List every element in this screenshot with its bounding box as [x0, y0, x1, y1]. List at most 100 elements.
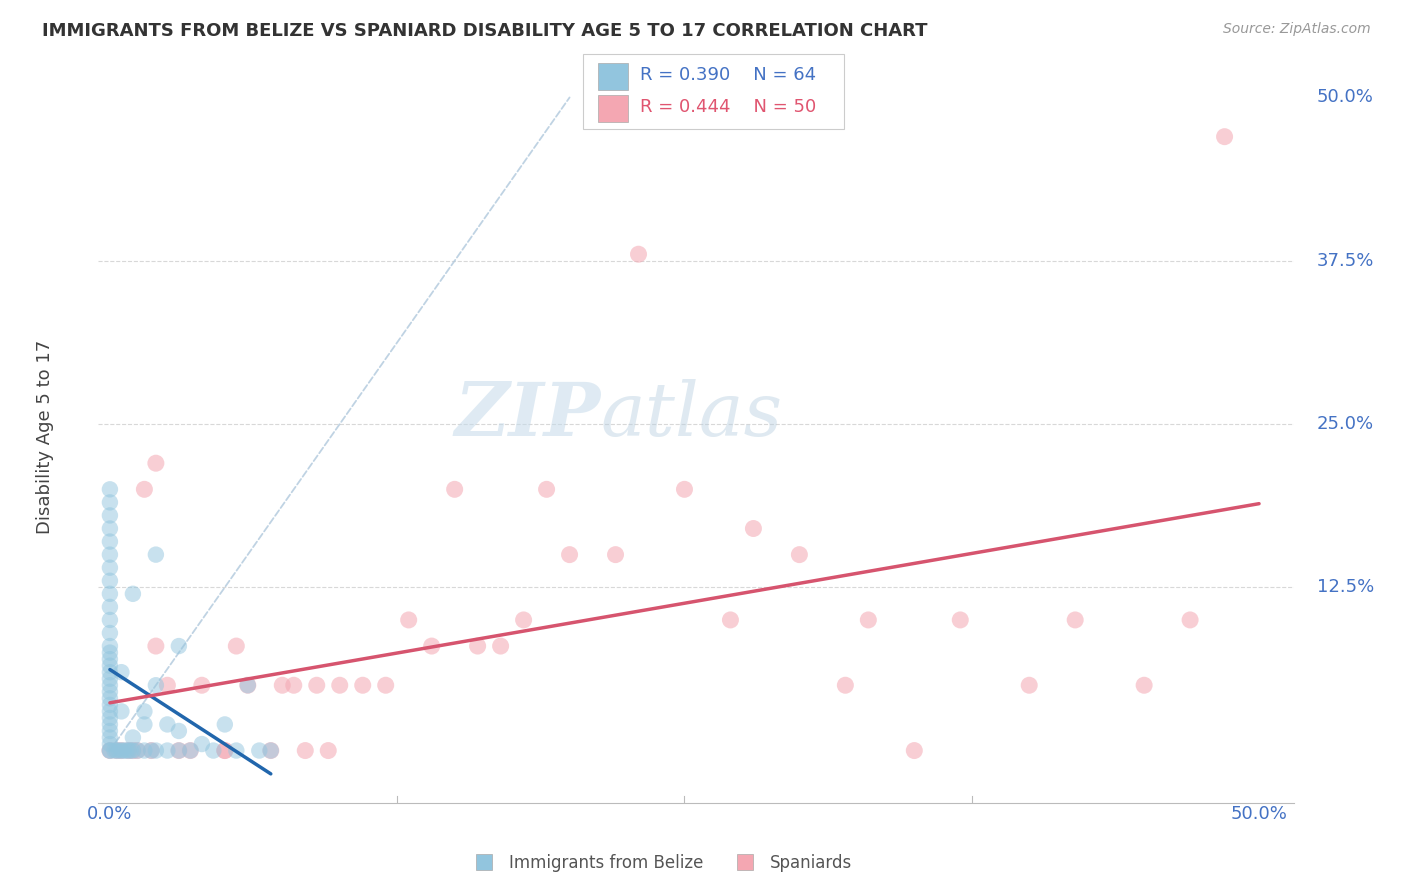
- Point: [98, 652, 121, 666]
- Point: [720, 613, 742, 627]
- Point: [145, 743, 167, 757]
- Text: 12.5%: 12.5%: [1316, 578, 1374, 596]
- Point: [1178, 613, 1201, 627]
- Point: [167, 743, 190, 757]
- Text: 50.0%: 50.0%: [1230, 805, 1288, 823]
- Point: [316, 743, 339, 757]
- Point: [179, 743, 201, 757]
- Point: [98, 691, 121, 706]
- Text: 50.0%: 50.0%: [1316, 88, 1374, 106]
- Point: [98, 685, 121, 699]
- Point: [134, 705, 156, 719]
- Point: [236, 678, 259, 692]
- Point: [122, 731, 145, 745]
- Point: [98, 495, 121, 509]
- Point: [122, 743, 145, 757]
- Point: [374, 678, 396, 692]
- Text: 25.0%: 25.0%: [1316, 415, 1374, 433]
- Point: [167, 723, 190, 738]
- Text: Disability Age 5 to 17: Disability Age 5 to 17: [35, 340, 53, 534]
- Point: [156, 743, 179, 757]
- Text: R = 0.444    N = 50: R = 0.444 N = 50: [640, 98, 815, 116]
- Point: [858, 613, 880, 627]
- Point: [98, 639, 121, 653]
- Text: ZIP: ZIP: [454, 379, 600, 451]
- Point: [627, 247, 650, 261]
- Point: [98, 678, 121, 692]
- Point: [127, 743, 149, 757]
- Point: [156, 717, 179, 731]
- Point: [117, 743, 139, 757]
- Point: [1133, 678, 1156, 692]
- Point: [467, 639, 489, 653]
- Point: [512, 613, 534, 627]
- Point: [98, 672, 121, 686]
- Point: [98, 548, 121, 562]
- Point: [443, 483, 465, 497]
- Point: [489, 639, 512, 653]
- Point: [98, 705, 121, 719]
- Text: Source: ZipAtlas.com: Source: ZipAtlas.com: [1223, 22, 1371, 37]
- Point: [191, 737, 214, 751]
- Point: [260, 743, 283, 757]
- Text: IMMIGRANTS FROM BELIZE VS SPANIARD DISABILITY AGE 5 TO 17 CORRELATION CHART: IMMIGRANTS FROM BELIZE VS SPANIARD DISAB…: [42, 22, 928, 40]
- Point: [98, 646, 121, 660]
- Point: [214, 717, 236, 731]
- Point: [127, 743, 149, 757]
- Legend: Immigrants from Belize, Spaniards: Immigrants from Belize, Spaniards: [461, 847, 859, 879]
- Point: [98, 731, 121, 745]
- Point: [214, 743, 236, 757]
- Point: [117, 743, 139, 757]
- Point: [145, 548, 167, 562]
- Point: [605, 548, 627, 562]
- Point: [134, 743, 156, 757]
- Point: [145, 678, 167, 692]
- Point: [98, 521, 121, 535]
- Point: [98, 717, 121, 731]
- Point: [283, 678, 305, 692]
- Point: [167, 639, 190, 653]
- Point: [191, 678, 214, 692]
- Point: [98, 483, 121, 497]
- Point: [305, 678, 328, 692]
- Point: [98, 658, 121, 673]
- Point: [98, 587, 121, 601]
- Point: [110, 743, 132, 757]
- Point: [98, 723, 121, 738]
- Point: [1064, 613, 1087, 627]
- Point: [236, 678, 259, 692]
- Point: [98, 534, 121, 549]
- Point: [247, 743, 270, 757]
- Point: [352, 678, 374, 692]
- Point: [112, 743, 135, 757]
- Point: [122, 743, 145, 757]
- Text: atlas: atlas: [600, 379, 783, 451]
- Point: [949, 613, 972, 627]
- Point: [398, 613, 420, 627]
- Text: 37.5%: 37.5%: [1316, 252, 1374, 269]
- Point: [225, 743, 247, 757]
- Point: [789, 548, 811, 562]
- Point: [834, 678, 856, 692]
- Point: [1018, 678, 1040, 692]
- Point: [98, 508, 121, 523]
- Point: [120, 743, 142, 757]
- Text: R = 0.390    N = 64: R = 0.390 N = 64: [640, 66, 815, 84]
- Point: [673, 483, 696, 497]
- Point: [98, 665, 121, 680]
- Point: [103, 743, 125, 757]
- Point: [179, 743, 201, 757]
- Point: [145, 456, 167, 470]
- Point: [98, 574, 121, 588]
- Point: [98, 737, 121, 751]
- Point: [110, 743, 132, 757]
- Point: [110, 705, 132, 719]
- Point: [1213, 129, 1236, 144]
- Point: [115, 743, 138, 757]
- Point: [98, 613, 121, 627]
- Point: [225, 639, 247, 653]
- Point: [122, 587, 145, 601]
- Point: [141, 743, 163, 757]
- Point: [141, 743, 163, 757]
- Point: [98, 599, 121, 614]
